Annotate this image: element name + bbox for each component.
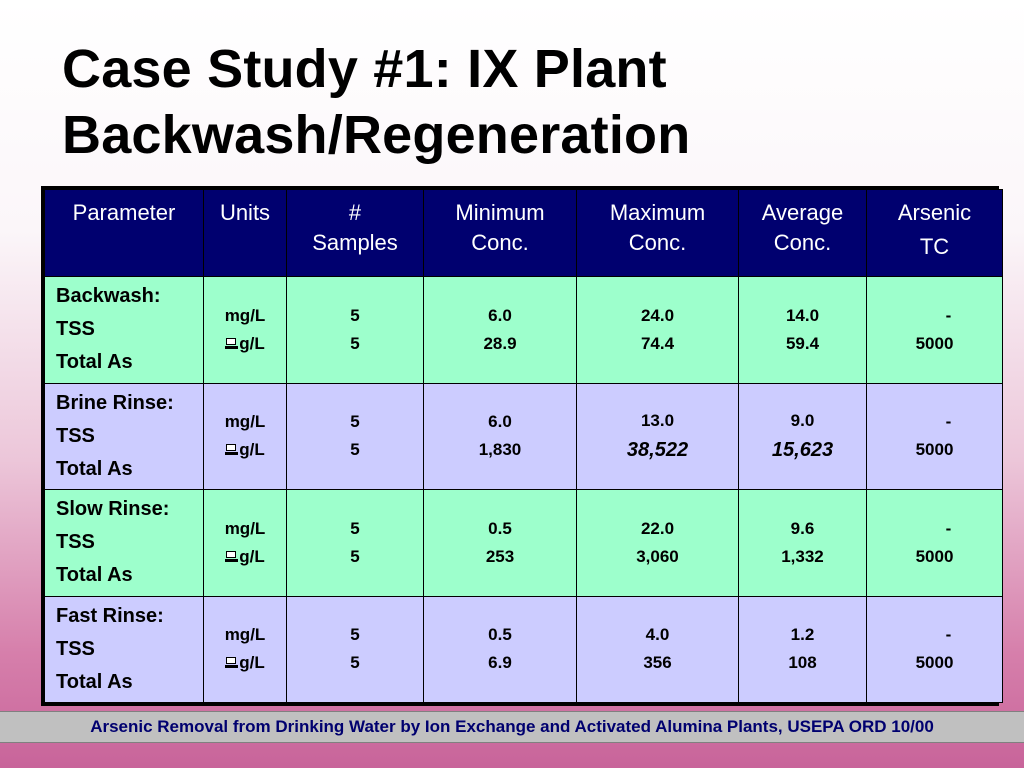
units-cell: mg/L g/L — [203, 382, 287, 490]
data-table-container: Parameter Units # Samples Minimum Conc. Ma… — [41, 186, 1003, 706]
maximum-cell: 13.0 38,522 — [576, 382, 739, 490]
missing-glyph-box-icon — [225, 550, 239, 563]
arsenic-tc-cell: -5000 — [866, 276, 1003, 384]
maximum-cell: 4.0 356 — [576, 595, 739, 703]
header-minimum: Minimum Conc. — [423, 189, 577, 277]
header-arsenic-tc: Arsenic TC — [866, 189, 1003, 277]
arsenic-tc-cell: -5000 — [866, 382, 1003, 490]
slide-title-line2: Backwash/Regeneration — [62, 105, 691, 165]
parameter-cell: Slow Rinse: TSS Total As — [44, 489, 204, 597]
header-parameter: Parameter — [44, 189, 204, 277]
average-cell: 9.6 1,332 — [738, 489, 867, 597]
parameter-cell: Backwash: TSS Total As — [44, 276, 204, 384]
units-cell: mg/L g/L — [203, 489, 287, 597]
units-cell: mg/L g/L — [203, 595, 287, 703]
header-units: Units — [203, 189, 287, 277]
missing-glyph-box-icon — [225, 337, 239, 350]
missing-glyph-box-icon — [225, 444, 239, 456]
minimum-cell: 0.5 253 — [423, 489, 577, 597]
minimum-cell: 6.0 1,830 — [423, 382, 577, 490]
average-cell: 9.0 15,623 — [738, 382, 867, 490]
units-cell: mg/L g/L — [203, 276, 287, 384]
parameter-cell: Fast Rinse: TSS Total As — [44, 595, 204, 703]
header-average: Average Conc. — [738, 189, 867, 277]
maximum-cell: 22.0 3,060 — [576, 489, 739, 597]
header-maximum: Maximum Conc. — [576, 189, 739, 277]
data-table: Parameter Units # Samples Minimum Conc. Ma… — [44, 189, 1003, 703]
minimum-cell: 0.5 6.9 — [423, 595, 577, 703]
minimum-cell: 6.0 28.9 — [423, 276, 577, 384]
missing-glyph-box-icon — [225, 657, 239, 669]
header-samples: # Samples — [286, 189, 424, 277]
parameter-cell: Brine Rinse: TSS Total As — [44, 382, 204, 490]
arsenic-tc-cell: -5000 — [866, 595, 1003, 703]
slide-title: Case Study #1: IX Plant Backwash/Regener… — [62, 36, 962, 168]
slide-title-line1: Case Study #1: IX Plant — [62, 39, 667, 99]
footer-citation: Arsenic Removal from Drinking Water by I… — [0, 711, 1024, 743]
maximum-cell: 24.0 74.4 — [576, 276, 739, 384]
average-cell: 1.2 108 — [738, 595, 867, 703]
average-cell: 14.0 59.4 — [738, 276, 867, 384]
arsenic-tc-cell: -5000 — [866, 489, 1003, 597]
table-header-row: Parameter Units # Samples Minimum Conc. Ma… — [44, 189, 1003, 277]
